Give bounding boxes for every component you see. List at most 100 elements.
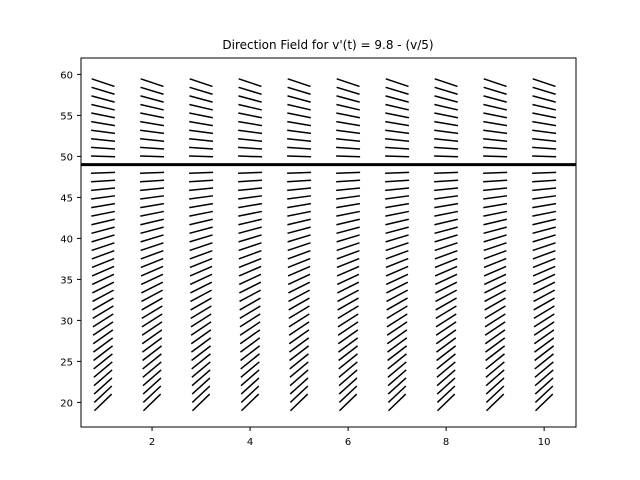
field-segment	[91, 273, 115, 286]
field-segment	[385, 226, 409, 235]
field-segment	[532, 218, 557, 226]
field-segment	[534, 345, 555, 362]
field-segment	[142, 353, 162, 370]
field-segment	[190, 337, 212, 353]
y-tick-label: 45	[60, 193, 73, 204]
field-segment	[238, 257, 262, 269]
field-segment	[532, 242, 556, 252]
field-segment	[435, 297, 457, 311]
field-segment	[485, 361, 505, 378]
field-segment	[239, 337, 261, 353]
field-segment	[435, 321, 457, 336]
field-segment	[287, 195, 312, 200]
field-segment	[336, 78, 360, 88]
field-segment	[189, 249, 213, 260]
field-segment	[336, 187, 361, 192]
field-segment	[91, 129, 116, 135]
field-segment	[91, 171, 116, 174]
field-segment	[336, 234, 360, 243]
field-segment	[485, 337, 506, 353]
field-segment	[140, 249, 164, 260]
field-segment	[386, 313, 408, 328]
field-segment	[532, 257, 556, 269]
field-segment	[287, 95, 311, 103]
field-segment	[238, 234, 262, 243]
field-segment	[532, 265, 556, 277]
field-segment	[336, 103, 360, 111]
field-segment	[533, 313, 555, 328]
field-segment	[434, 78, 458, 88]
field-segment	[189, 95, 213, 103]
field-segment	[434, 179, 459, 183]
field-segment	[189, 187, 214, 192]
field-segment	[288, 297, 310, 311]
field-segment	[434, 95, 458, 103]
field-segment	[337, 289, 360, 303]
field-segment	[434, 218, 458, 226]
field-segment	[91, 95, 115, 103]
field-segment	[189, 78, 213, 88]
field-segment	[191, 385, 211, 403]
field-segment	[338, 361, 358, 378]
field-segment	[336, 195, 361, 200]
field-segment	[91, 242, 115, 252]
field-segment	[533, 289, 556, 303]
field-segment	[240, 385, 260, 403]
field-segment	[289, 361, 309, 378]
field-segment	[385, 257, 409, 269]
field-segment	[338, 385, 358, 403]
field-segment	[336, 138, 361, 142]
field-segment	[336, 218, 360, 226]
plot-frame	[80, 57, 577, 428]
y-tick-label: 60	[60, 70, 73, 81]
field-segment	[532, 195, 557, 200]
field-segment	[287, 155, 312, 158]
field-segment	[434, 242, 458, 252]
field-segment	[484, 313, 506, 328]
field-segment	[483, 273, 507, 286]
field-segment	[434, 112, 459, 119]
field-segment	[336, 155, 361, 158]
field-segment	[140, 95, 164, 103]
field-segment	[140, 210, 164, 217]
field-segment	[533, 297, 555, 311]
field-segment	[483, 226, 507, 235]
field-segment	[288, 329, 310, 345]
field-segment	[142, 361, 162, 378]
field-segment	[434, 273, 458, 286]
y-tick-label: 40	[60, 234, 73, 245]
field-segment	[483, 86, 507, 95]
field-segment	[385, 265, 409, 277]
field-segment	[485, 345, 506, 362]
field-segment	[387, 369, 407, 387]
field-segment	[238, 138, 263, 142]
field-segment	[532, 226, 556, 235]
field-segment	[189, 112, 213, 119]
field-segment	[534, 353, 554, 370]
field-segment	[140, 103, 164, 111]
field-segment	[140, 226, 164, 235]
field-segment	[483, 112, 508, 119]
field-segment	[140, 242, 164, 252]
field-segment	[238, 120, 263, 127]
field-segment	[532, 187, 557, 192]
field-segment	[189, 218, 213, 226]
field-segment	[189, 103, 213, 111]
field-segment	[191, 369, 211, 387]
field-segment	[338, 353, 358, 370]
field-segment	[91, 218, 115, 226]
field-segment	[436, 361, 456, 378]
field-segment	[336, 146, 361, 150]
y-tick-label: 55	[60, 111, 73, 122]
field-segment	[191, 377, 211, 395]
x-tick-label: 2	[149, 437, 155, 448]
field-segment	[140, 112, 164, 119]
field-segment	[385, 195, 410, 200]
field-segment	[238, 187, 263, 192]
field-segment	[191, 361, 211, 378]
field-segment	[337, 281, 360, 294]
field-segment	[189, 257, 213, 269]
field-segment	[240, 361, 260, 378]
field-segment	[287, 242, 311, 252]
